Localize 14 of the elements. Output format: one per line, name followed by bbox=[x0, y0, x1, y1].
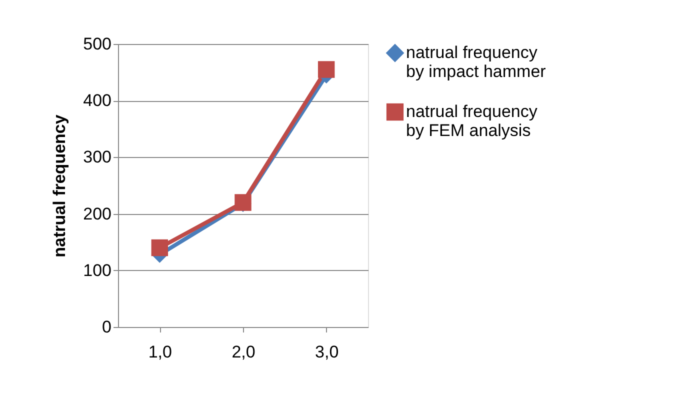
point bbox=[151, 239, 168, 256]
legend-label: natrual frequency by FEM analysis bbox=[406, 102, 538, 140]
y-axis-title: natrual frequency bbox=[50, 114, 70, 258]
x-tick-label: 1,0 bbox=[148, 342, 172, 362]
y-tick-label: 500 bbox=[83, 34, 112, 54]
y-tick-label: 400 bbox=[83, 91, 112, 110]
y-tick-label: 100 bbox=[83, 260, 112, 280]
point bbox=[318, 61, 335, 78]
x-tick-label: 3,0 bbox=[315, 342, 339, 362]
legend-label: natrual frequency by impact hammer bbox=[406, 43, 546, 81]
x-tick-label: 2,0 bbox=[232, 342, 256, 362]
y-tick-label: 300 bbox=[83, 148, 112, 167]
y-tick-label: 0 bbox=[102, 318, 112, 336]
y-tick-label: 200 bbox=[83, 204, 112, 224]
